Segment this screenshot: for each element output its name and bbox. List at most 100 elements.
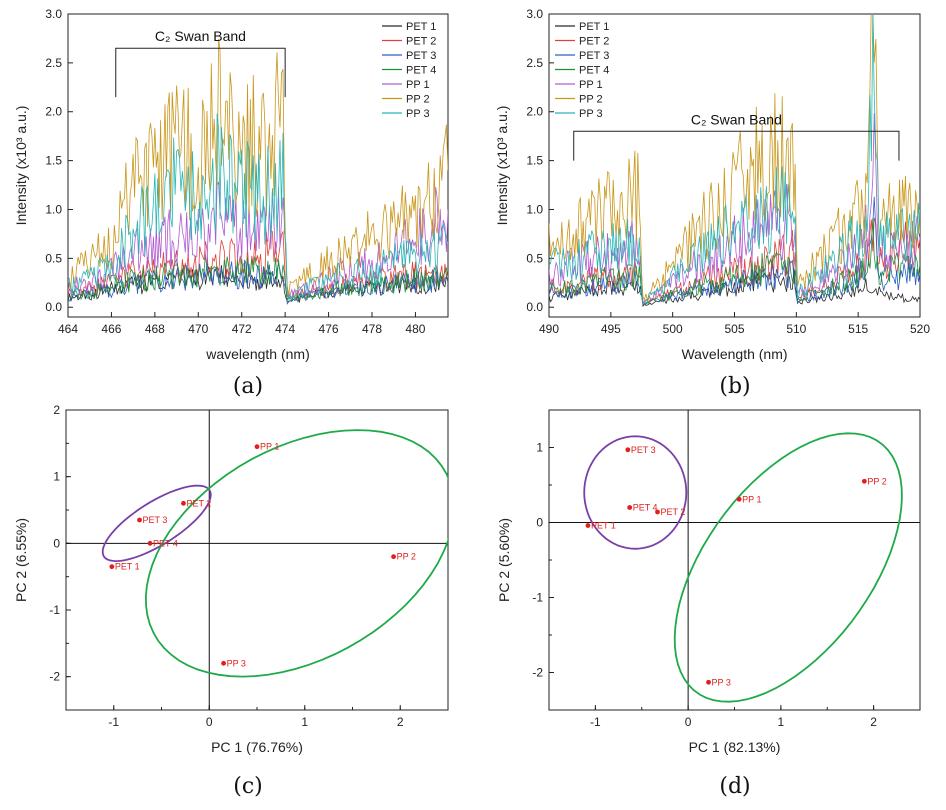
legend-label: PET 1 [406, 21, 436, 33]
y-tick-label: 2 [53, 403, 60, 417]
x-tick-label: -1 [108, 715, 119, 729]
series-line-pp-1 [549, 113, 920, 305]
series-line-pp-2 [68, 39, 448, 296]
series-line-pp-3 [549, 14, 920, 304]
point-label: PP 3 [712, 677, 731, 687]
x-axis-label: wavelength (nm) [205, 346, 310, 362]
x-tick-label: 520 [910, 322, 930, 336]
point-label: PET 2 [661, 507, 686, 517]
point-pp-1 [736, 496, 742, 502]
panel-caption: (b) [719, 374, 750, 399]
x-tick-label: 2 [397, 715, 404, 729]
legend-label: PP 3 [406, 108, 430, 120]
point-pp-1 [254, 444, 260, 450]
y-tick-label: 2.0 [526, 105, 543, 119]
y-axis-label: Intensity (x10³ a.u.) [13, 106, 29, 226]
legend-label: PP 1 [579, 79, 603, 91]
legend-label: PET 4 [406, 65, 436, 77]
point-label: PET 2 [186, 498, 211, 508]
x-tick-label: 505 [724, 322, 744, 336]
chart-panel-1: 464 466 468 470 472 474 476 478 480 0.0 0.5 1.0 1.5 2… [13, 7, 449, 399]
legend-label: PET 4 [579, 65, 609, 77]
y-tick-label: -2 [49, 670, 60, 684]
y-tick-label: 0.5 [45, 251, 62, 265]
series-line-pp-2 [549, 14, 920, 302]
y-tick-label: -1 [532, 591, 543, 605]
point-pp-2 [391, 554, 396, 560]
x-axis-label: PC 1 (76.76%) [211, 739, 303, 755]
y-tick-label: 2.0 [45, 105, 62, 119]
x-tick-label: 480 [405, 322, 425, 336]
point-label: PET 3 [143, 515, 168, 525]
y-tick-label: 0.5 [526, 251, 543, 265]
x-axis-label: PC 1 (82.13%) [689, 739, 781, 755]
y-tick-label: 2.5 [45, 56, 62, 70]
x-tick-label: 515 [848, 322, 868, 336]
point-label: PP 1 [260, 442, 279, 452]
x-tick-label: 472 [232, 322, 252, 336]
series-line-pet-3 [68, 259, 448, 305]
y-axis-label: PC 2 (6.55%) [13, 518, 29, 602]
y-tick-label: 1.5 [526, 154, 543, 168]
chart-panel-2: 490 495 500 505 510 515 520 0.0 0.5 1.0 1.5 2.0 2.5 3… [494, 7, 930, 399]
series-line-pet-4 [68, 254, 448, 302]
legend-label: PET 1 [579, 21, 609, 33]
chart-panel-3: -1 0 1 2 -2 -1 0 1 2 PC 1 (76.76%) PC 2 (6.55%) PET… [13, 403, 449, 799]
y-tick-label: 1.0 [526, 202, 543, 216]
x-tick-label: 2 [870, 715, 877, 729]
series-line-pet-2 [68, 230, 448, 300]
point-label: PET 4 [153, 538, 178, 548]
x-tick-label: 476 [319, 322, 339, 336]
series-group [549, 14, 920, 308]
confidence-ellipse-2 [144, 429, 448, 678]
y-tick-label: 0 [536, 516, 543, 530]
y-tick-label: -2 [532, 666, 543, 680]
x-tick-label: 478 [362, 322, 382, 336]
point-label: PP 2 [397, 552, 416, 562]
point-label: PP 2 [867, 476, 886, 486]
y-tick-label: 0 [53, 536, 60, 550]
point-pet-1 [585, 523, 591, 528]
legend-label: PET 2 [406, 36, 436, 48]
point-label: PP 3 [227, 658, 246, 668]
x-axis-label: Wavelength (nm) [681, 346, 787, 362]
swan-band-label: C₂ Swan Band [155, 28, 246, 44]
swan-band-bracket [573, 130, 900, 161]
y-tick-label: 1.0 [45, 202, 62, 216]
x-tick-label: 495 [601, 322, 621, 336]
chart-panel-4: -1 0 1 2 -2 -1 0 1 PC 1 (82.13%) PC 2 (5.60%) PET … [496, 409, 921, 799]
legend-label: PET 3 [579, 50, 609, 62]
point-pp-3 [221, 660, 226, 666]
legend-label: PET 3 [406, 50, 436, 62]
x-tick-label: -1 [590, 715, 601, 729]
swan-band-label: C₂ Swan Band [691, 111, 782, 127]
x-tick-label: 464 [58, 322, 78, 336]
x-tick-label: 468 [145, 322, 165, 336]
scatter-group: PET 1 PET 2 PET 3 PET 4 PP 1 PP 2 PP 3 [583, 432, 903, 703]
point-label: PET 1 [591, 521, 616, 531]
x-tick-label: 0 [685, 715, 692, 729]
y-axis-label: Intensity (x10³ a.u.) [494, 106, 510, 226]
scatter-group: PET 1 PET 2 PET 3 PET 4 PP 1 PP 2 PP 3 [101, 429, 448, 678]
legend-label: PET 2 [579, 36, 609, 48]
y-axis-label: PC 2 (5.60%) [496, 518, 512, 602]
point-pp-2 [861, 478, 867, 484]
x-tick-label: 470 [188, 322, 208, 336]
x-tick-label: 474 [275, 322, 295, 336]
x-tick-label: 490 [539, 322, 559, 336]
point-pet-4 [627, 505, 633, 510]
legend-label: PP 2 [579, 94, 603, 106]
y-tick-label: 1.5 [45, 154, 62, 168]
legend-label: PP 3 [579, 108, 603, 120]
x-tick-label: 500 [663, 322, 683, 336]
series-line-pp-3 [68, 113, 448, 301]
y-tick-label: 2.5 [526, 56, 543, 70]
point-label: PET 4 [633, 503, 658, 513]
y-tick-label: 3.0 [45, 7, 62, 21]
point-pet-2 [181, 500, 186, 506]
point-pet-3 [137, 517, 142, 523]
point-pet-1 [109, 564, 115, 570]
confidence-ellipse-2 [673, 432, 903, 703]
panel-caption: (c) [233, 774, 263, 799]
